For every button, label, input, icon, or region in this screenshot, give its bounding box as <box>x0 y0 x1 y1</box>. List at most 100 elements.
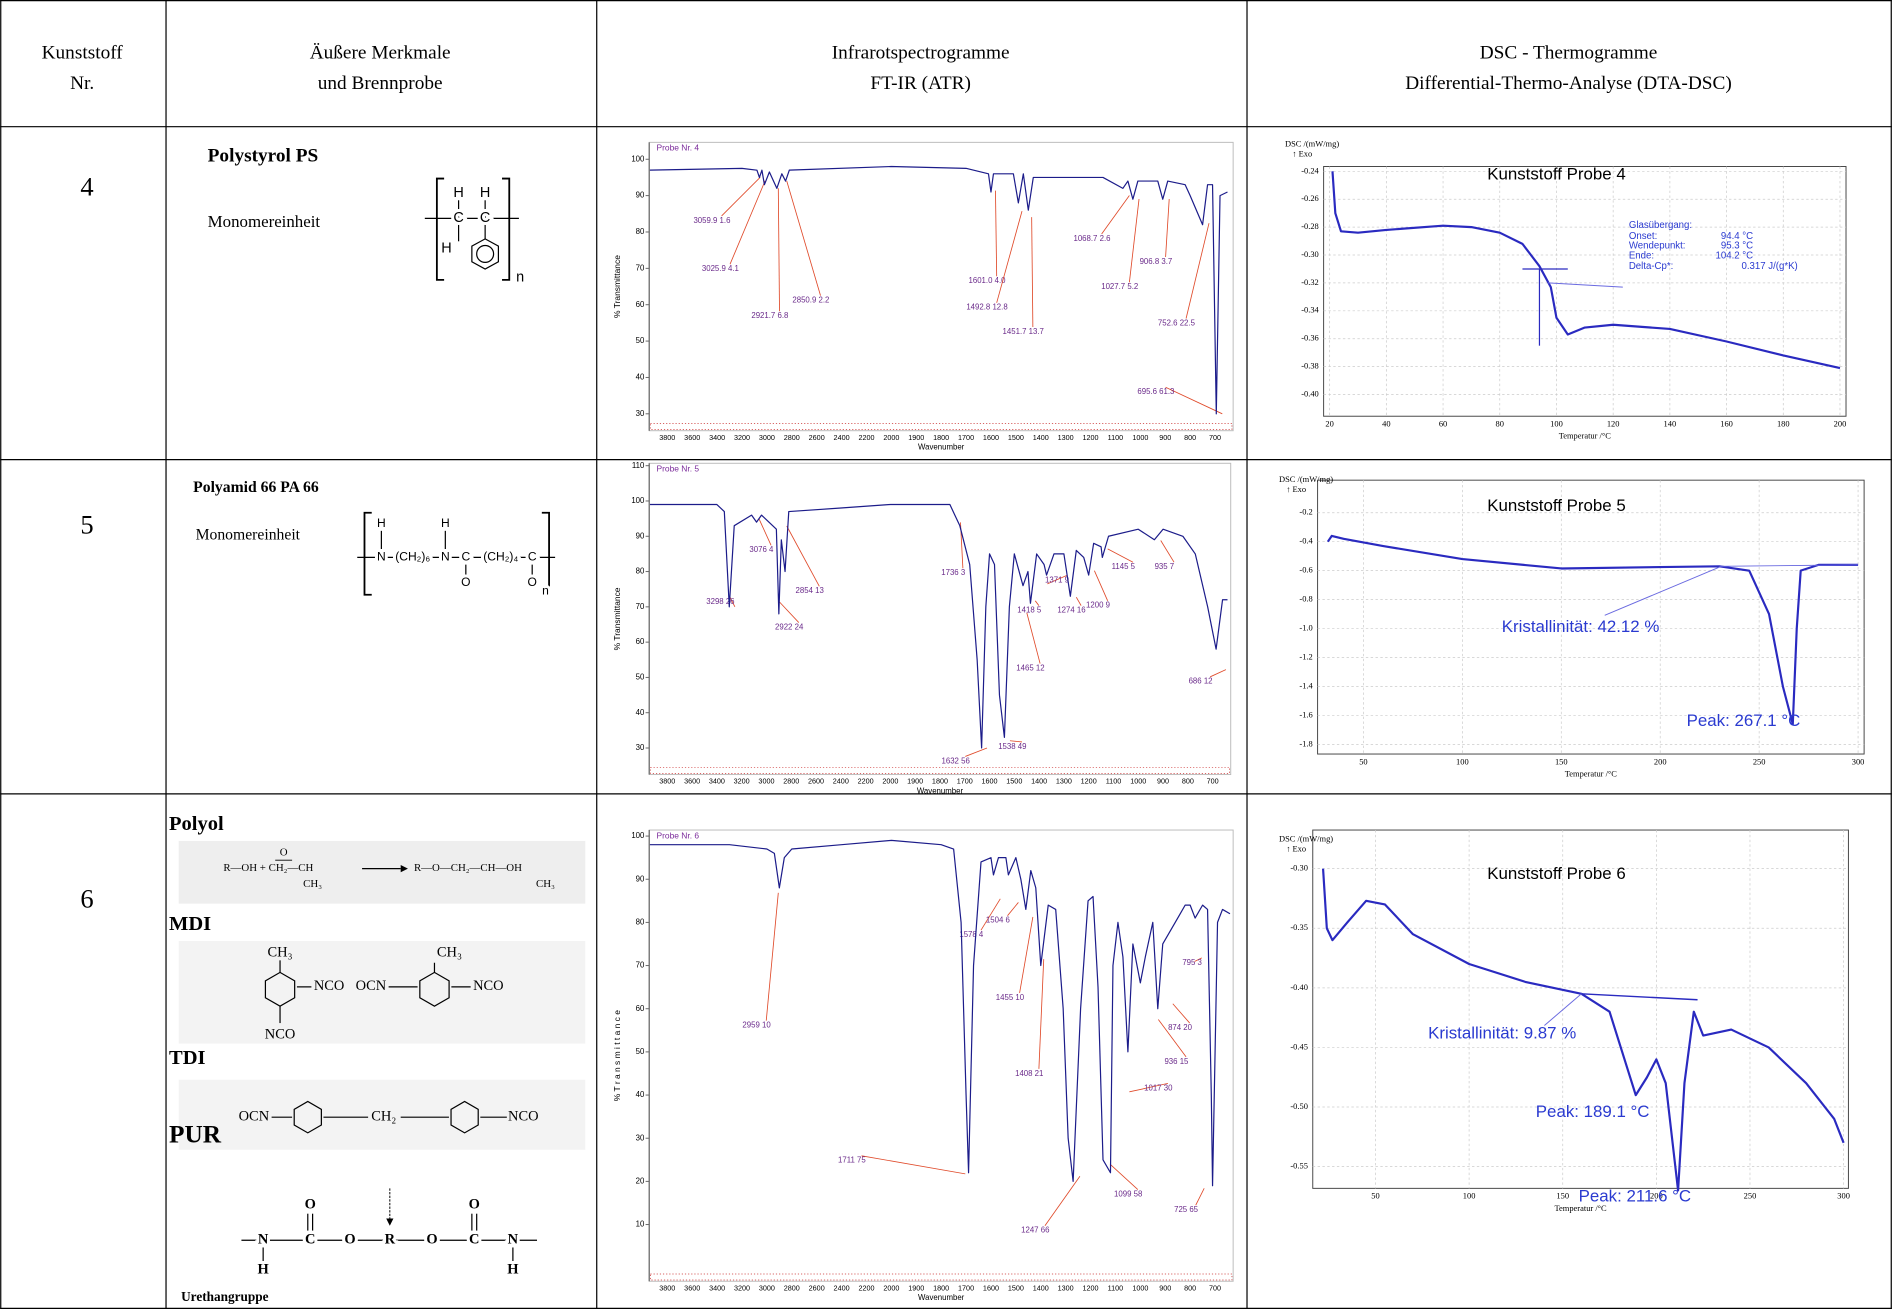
baseline <box>1581 993 1698 1001</box>
x-tick-label: 1800 <box>932 777 948 786</box>
y-tick-label: 40 <box>636 708 645 717</box>
x-tick-label: 1900 <box>908 433 924 442</box>
plot-area <box>1323 166 1847 417</box>
benzene-ring <box>419 971 450 1007</box>
leader <box>1547 282 1623 288</box>
x-tick-label: 2400 <box>833 777 849 786</box>
header-cell: Infrarotspectrogramme <box>832 43 1010 64</box>
peak-leader <box>1210 669 1227 678</box>
x-axis-label: Wavenumber <box>918 1293 965 1302</box>
peak-label: 1711 75 <box>838 1156 866 1165</box>
x-tick-label: 100 <box>1463 1191 1476 1201</box>
row-number: 6 <box>80 883 93 913</box>
x-ruler <box>650 766 1230 774</box>
peak-label: 695.6 61.3 <box>1137 387 1175 396</box>
x-tick-label: 2000 <box>883 1283 899 1292</box>
y-tick-label: 100 <box>631 831 645 840</box>
material-name: Polyamid 66 PA 66 <box>193 479 319 496</box>
peak-leader <box>1195 1188 1205 1206</box>
peak-label: 1247 66 <box>1021 1226 1050 1235</box>
equation-part: R—OH + CH₂—CH <box>223 862 313 874</box>
structure-atom: OCN <box>356 978 387 994</box>
exo-label: ↑ Exo <box>1292 148 1312 158</box>
x-tick-label: 3400 <box>709 1283 725 1292</box>
structure-atom: CH₃ <box>267 944 292 960</box>
peak-leader <box>1109 1163 1139 1190</box>
x-axis-label: Temperatur /°C <box>1554 1203 1607 1213</box>
structure-atom: OCN <box>239 1109 270 1125</box>
x-tick-label: 1500 <box>1006 777 1022 786</box>
y-tick-label: -0.24 <box>1301 165 1319 175</box>
y-tick-label: 100 <box>631 496 645 505</box>
section-label: MDI <box>169 913 211 935</box>
dsc-curve <box>1326 534 1859 726</box>
x-tick-label: 250 <box>1744 1191 1757 1201</box>
x-tick-label: 1100 <box>1108 433 1124 442</box>
x-tick-label: 1200 <box>1081 777 1097 786</box>
x-tick-label: 1000 <box>1132 433 1148 442</box>
equation-part: O <box>280 846 288 858</box>
peak-leader <box>1007 902 1019 916</box>
structure-atom: R <box>385 1232 396 1248</box>
structure-atom: H <box>453 185 463 201</box>
x-tick-label: 3000 <box>758 777 774 786</box>
y-tick-label: 60 <box>636 300 645 309</box>
y-tick-label: 80 <box>636 917 645 926</box>
peak-label: 2922 24 <box>775 622 804 631</box>
x-tick-label: 300 <box>1852 756 1865 766</box>
y-tick-label: 70 <box>636 263 645 272</box>
x-tick-label: 1600 <box>982 777 998 786</box>
dsc-curve <box>1321 868 1845 1192</box>
y-tick-label: 40 <box>636 373 645 382</box>
x-tick-label: 1100 <box>1106 777 1122 786</box>
peak-label: 1408 21 <box>1015 1069 1043 1078</box>
y-tick-label: -0.36 <box>1301 333 1319 343</box>
x-tick-label: 1700 <box>958 433 974 442</box>
y-tick-label: -1.2 <box>1299 651 1312 661</box>
annotation: Onset: <box>1629 231 1657 242</box>
peak-label: 874 20 <box>1168 1023 1193 1032</box>
material-name: Polystyrol PS <box>208 145 319 166</box>
plot-area <box>1317 479 1865 755</box>
x-tick-label: 1000 <box>1130 777 1146 786</box>
y-tick-label: 100 <box>631 154 645 163</box>
peak-label: 1027.7 5.2 <box>1101 282 1138 291</box>
y-tick-label: 70 <box>636 602 645 611</box>
bracket <box>363 511 550 596</box>
x-tick-label: 1200 <box>1083 433 1099 442</box>
y-tick-label: -0.2 <box>1299 507 1312 517</box>
monomer-label: Monomereinheit <box>208 212 321 231</box>
y-tick-label: -0.30 <box>1290 863 1308 873</box>
x-tick-label: 3600 <box>684 777 700 786</box>
peak-leader <box>861 1155 966 1175</box>
y-tick-label: -0.4 <box>1299 536 1313 546</box>
y-tick-label: 80 <box>636 227 645 236</box>
peak-label: 795 3 <box>1182 958 1202 967</box>
equation-part: R—O—CH₂—CH—OH <box>414 862 522 874</box>
y-tick-label: 10 <box>636 1220 645 1229</box>
structure-atom: (CH₂)₆ <box>395 550 430 564</box>
y-tick-label: -0.35 <box>1290 922 1308 932</box>
plot-area <box>1312 829 1849 1189</box>
leader <box>1604 566 1720 616</box>
exo-label: ↑ Exo <box>1286 484 1306 494</box>
peak-leader <box>1165 199 1170 258</box>
peak-label: 1017 30 <box>1144 1083 1173 1092</box>
x-tick-label: 2600 <box>809 1283 825 1292</box>
structure-atom: C <box>469 1232 479 1248</box>
x-tick-label: 1900 <box>907 777 923 786</box>
peak-label: 752.6 22.5 <box>1158 318 1196 327</box>
equation-part: CH₃ <box>303 878 322 890</box>
x-tick-label: 2400 <box>834 433 850 442</box>
peak-label: 2959 10 <box>742 1021 771 1030</box>
y-tick-label: 50 <box>636 1047 645 1056</box>
y-tick-label: -0.38 <box>1301 361 1319 371</box>
peak-label: 1465 12 <box>1016 663 1044 672</box>
y-tick-label: -0.6 <box>1299 565 1312 575</box>
peak-leader <box>1075 596 1082 606</box>
x-tick-label: 2200 <box>858 433 874 442</box>
plot-title: Probe Nr. 6 <box>656 830 699 840</box>
peak-leader <box>758 518 772 546</box>
x-tick-label: 900 <box>1159 433 1171 442</box>
y-tick-label: -0.55 <box>1290 1161 1308 1171</box>
